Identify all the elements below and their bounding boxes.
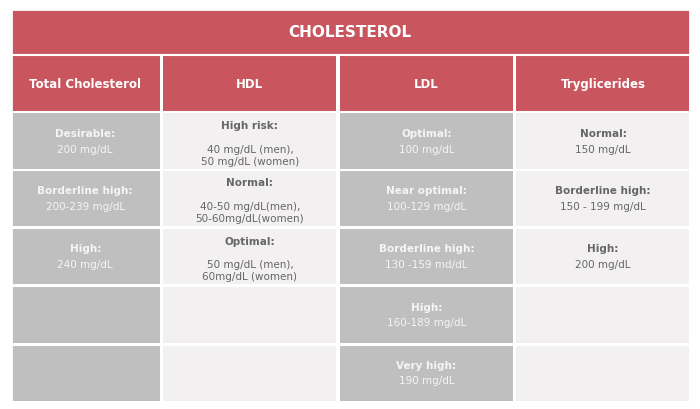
Bar <box>340 112 513 171</box>
Text: Desirable:: Desirable: <box>55 128 116 139</box>
Text: 50 mg/dL (men),
60mg/dL (women): 50 mg/dL (men), 60mg/dL (women) <box>202 259 298 282</box>
Text: Near optimal:: Near optimal: <box>386 186 467 196</box>
Bar <box>163 345 337 401</box>
Text: CHOLESTEROL: CHOLESTEROL <box>288 25 412 40</box>
Bar <box>10 10 690 55</box>
Text: HDL: HDL <box>237 77 263 90</box>
Text: Optimal:: Optimal: <box>225 236 275 246</box>
Bar <box>10 287 160 343</box>
Bar <box>163 287 337 343</box>
Text: LDL: LDL <box>414 77 439 90</box>
Bar <box>10 229 160 285</box>
Bar <box>163 112 337 171</box>
Text: 240 mg/dL: 240 mg/dL <box>57 259 113 269</box>
Bar <box>517 112 690 171</box>
Bar <box>10 171 160 227</box>
Text: Borderline high:: Borderline high: <box>379 244 474 254</box>
Bar <box>10 112 160 171</box>
Text: Tryglicerides: Tryglicerides <box>561 77 645 90</box>
Text: Optimal:: Optimal: <box>401 128 452 139</box>
Text: Total Cholesterol: Total Cholesterol <box>29 77 141 90</box>
Text: 200 mg/dL: 200 mg/dL <box>57 144 113 154</box>
Bar <box>163 229 337 285</box>
Text: 130 -159 md/dL: 130 -159 md/dL <box>385 259 468 269</box>
Text: 200-239 mg/dL: 200-239 mg/dL <box>46 201 125 211</box>
Text: 160-189 mg/dL: 160-189 mg/dL <box>387 317 466 328</box>
Bar <box>340 171 513 227</box>
Bar <box>517 345 690 401</box>
Text: High:: High: <box>69 244 101 254</box>
Bar <box>517 55 690 112</box>
Text: Very high:: Very high: <box>396 360 456 370</box>
Text: 40-50 mg/dL(men),
50-60mg/dL(women): 40-50 mg/dL(men), 50-60mg/dL(women) <box>195 201 304 224</box>
Text: 200 mg/dL: 200 mg/dL <box>575 259 631 269</box>
Bar <box>340 345 513 401</box>
Bar <box>340 229 513 285</box>
Bar <box>163 55 337 112</box>
Text: Borderline high:: Borderline high: <box>37 186 133 196</box>
Text: 190 mg/dL: 190 mg/dL <box>398 375 454 386</box>
Text: 100-129 mg/dL: 100-129 mg/dL <box>387 201 466 211</box>
Bar <box>517 229 690 285</box>
Bar <box>340 55 513 112</box>
Bar <box>10 345 160 401</box>
Text: 100 mg/dL: 100 mg/dL <box>399 144 454 154</box>
Text: 150 - 199 mg/dL: 150 - 199 mg/dL <box>560 201 646 211</box>
Bar <box>517 287 690 343</box>
Bar <box>517 171 690 227</box>
Bar <box>10 55 160 112</box>
Text: Borderline high:: Borderline high: <box>555 186 651 196</box>
Text: Normal:: Normal: <box>580 128 627 139</box>
Text: 150 mg/dL: 150 mg/dL <box>575 144 631 154</box>
Text: Normal:: Normal: <box>227 178 273 188</box>
Text: High:: High: <box>411 302 442 312</box>
Text: High risk:: High risk: <box>221 121 279 131</box>
Bar <box>340 287 513 343</box>
Text: 40 mg/dL (men),
50 mg/dL (women): 40 mg/dL (men), 50 mg/dL (women) <box>201 144 299 166</box>
Text: High:: High: <box>587 244 619 254</box>
Bar <box>163 171 337 227</box>
